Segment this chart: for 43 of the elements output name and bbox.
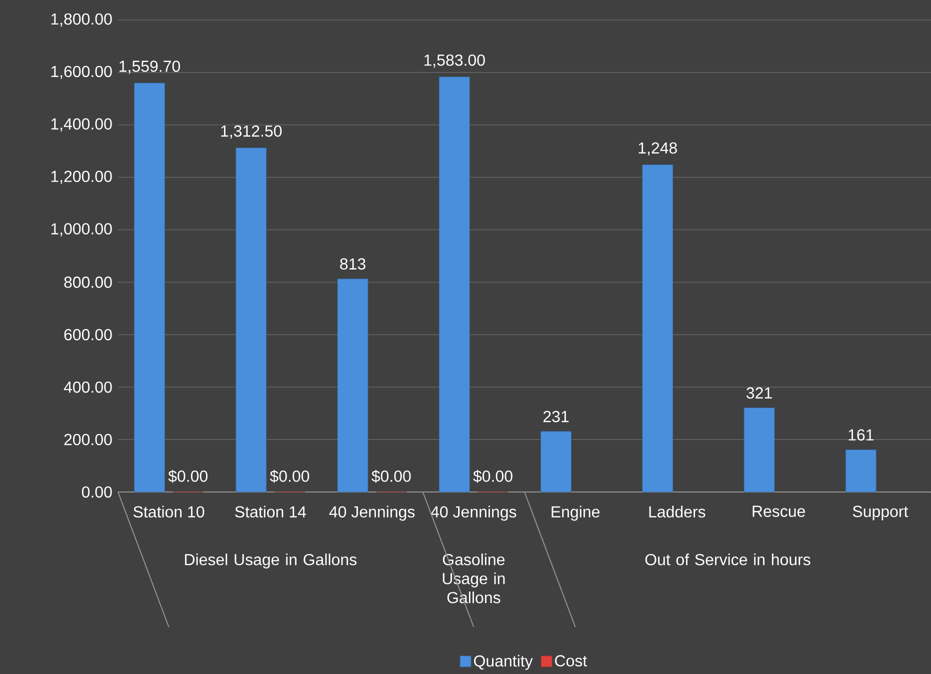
data-label: 231: [543, 410, 569, 422]
data-label: 161: [848, 429, 874, 441]
y-tick-label: 800.00: [64, 276, 112, 288]
bar: [845, 450, 876, 492]
bar: [438, 76, 470, 492]
y-tick-label: 600.00: [64, 329, 112, 340]
data-label: $0.00: [168, 470, 208, 483]
data-label: $0.00: [473, 470, 512, 483]
x-tick-label: Rescue: [752, 506, 805, 517]
text: Gasoline Usage in Gallons: [442, 554, 505, 604]
data-label: 1,559.70: [120, 60, 180, 74]
y-tick-label: 1,800.00: [51, 13, 112, 27]
x-tick-label: Ladders: [649, 506, 706, 518]
x-tick-label: Station 10: [134, 506, 204, 518]
y-tick-label: 1,000.00: [51, 223, 112, 236]
x-tick-label: Station 14: [235, 506, 306, 518]
legend-label: Cost: [555, 655, 588, 666]
text: Diesel Usage in Gallons: [185, 554, 357, 568]
data-label: 1,312.50: [221, 125, 282, 139]
data-label: $0.00: [270, 470, 310, 483]
x-tick-label: 40 Jennings: [329, 506, 415, 521]
x-tick-label: Support: [852, 506, 908, 520]
y-tick-label: 1,600.00: [51, 66, 112, 80]
data-label: 1,248: [638, 142, 677, 156]
y-tick-label: 400.00: [64, 381, 112, 393]
bar: [540, 431, 572, 492]
y-tick-label: 1,200.00: [51, 170, 112, 184]
y-tick-label: 0.00: [82, 486, 112, 498]
y-tick-label: 1,400.00: [51, 118, 112, 132]
bar: [134, 82, 165, 492]
legend-label: Quantity: [474, 654, 533, 670]
x-tick-label: 40 Jennings: [430, 506, 516, 521]
data-label: 1,583.00: [424, 54, 485, 68]
y-tick-label: 200.00: [64, 434, 112, 446]
text: Out of Service in hours: [645, 554, 810, 566]
bar: [337, 278, 368, 492]
data-label: 321: [746, 387, 772, 399]
data-label: 813: [340, 258, 366, 270]
bar: [236, 148, 267, 492]
x-tick-label: Engine: [552, 506, 600, 521]
data-label: $0.00: [372, 470, 411, 483]
bar: [744, 408, 775, 492]
bar: [642, 164, 674, 492]
